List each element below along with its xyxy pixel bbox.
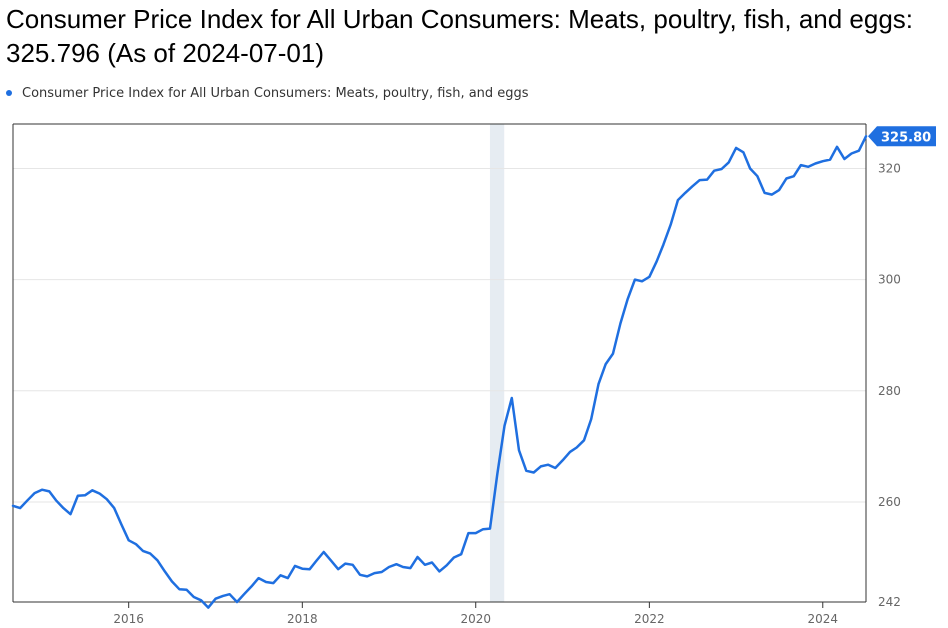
x-tick-label: 2022	[634, 612, 665, 626]
y-tick-label: 260	[878, 495, 901, 509]
y-tick-label: 280	[878, 384, 901, 398]
chart-title: Consumer Price Index for All Urban Consu…	[6, 4, 914, 68]
recession-band	[489, 124, 505, 602]
series-line	[11, 135, 868, 609]
x-tick-label: 2016	[113, 612, 144, 626]
legend[interactable]: Consumer Price Index for All Urban Consu…	[6, 84, 529, 102]
y-tick-label: 320	[878, 161, 901, 175]
legend-label: Consumer Price Index for All Urban Consu…	[22, 85, 529, 101]
legend-marker	[6, 90, 12, 96]
x-tick-label: 2020	[460, 612, 491, 626]
x-tick-label: 2018	[287, 612, 318, 626]
y-tick-label: 300	[878, 273, 901, 287]
y-tick-label: 242	[878, 595, 901, 609]
last-value-callout	[868, 126, 936, 147]
last-value-label: 325.80	[881, 130, 931, 145]
x-tick-label: 2024	[807, 612, 838, 626]
